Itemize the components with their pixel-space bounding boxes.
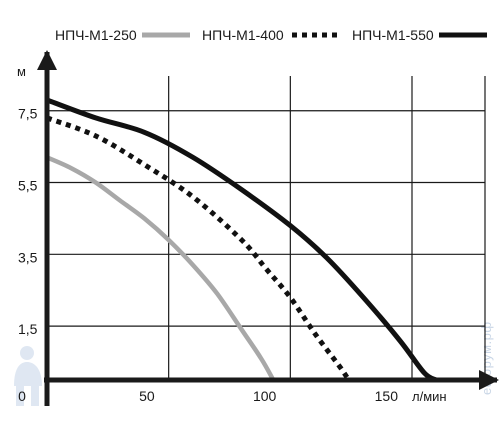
tick-labels: 0 50 100 150 1,5 3,5 5,5 7,5 xyxy=(18,106,398,404)
person-icon xyxy=(14,346,42,406)
x-tick-label: 100 xyxy=(253,388,277,404)
series-line-3 xyxy=(46,97,438,383)
series-group xyxy=(46,97,438,383)
x-axis-label: л/мин xyxy=(412,389,447,404)
y-axis-label: м xyxy=(17,64,26,79)
x-tick-label: 150 xyxy=(375,388,399,404)
series-line-1 xyxy=(46,155,276,382)
legend-label-1: НПЧ-М1-250 xyxy=(55,27,137,43)
x-tick-label: 0 xyxy=(18,388,26,404)
legend-label-3: НПЧ-М1-550 xyxy=(352,27,434,43)
legend-label-2: НПЧ-М1-400 xyxy=(202,27,284,43)
y-tick-label: 1,5 xyxy=(18,321,38,337)
legend: НПЧ-М1-250 НПЧ-М1-400 НПЧ-М1-550 xyxy=(55,27,487,43)
y-tick-label: 3,5 xyxy=(18,249,38,265)
axes xyxy=(37,50,499,406)
x-tick-label: 50 xyxy=(139,388,155,404)
y-tick-label: 7,5 xyxy=(18,106,38,122)
y-tick-label: 5,5 xyxy=(18,178,38,194)
series-line-2 xyxy=(46,115,351,382)
watermark-text: ефорум.рф xyxy=(479,321,494,395)
